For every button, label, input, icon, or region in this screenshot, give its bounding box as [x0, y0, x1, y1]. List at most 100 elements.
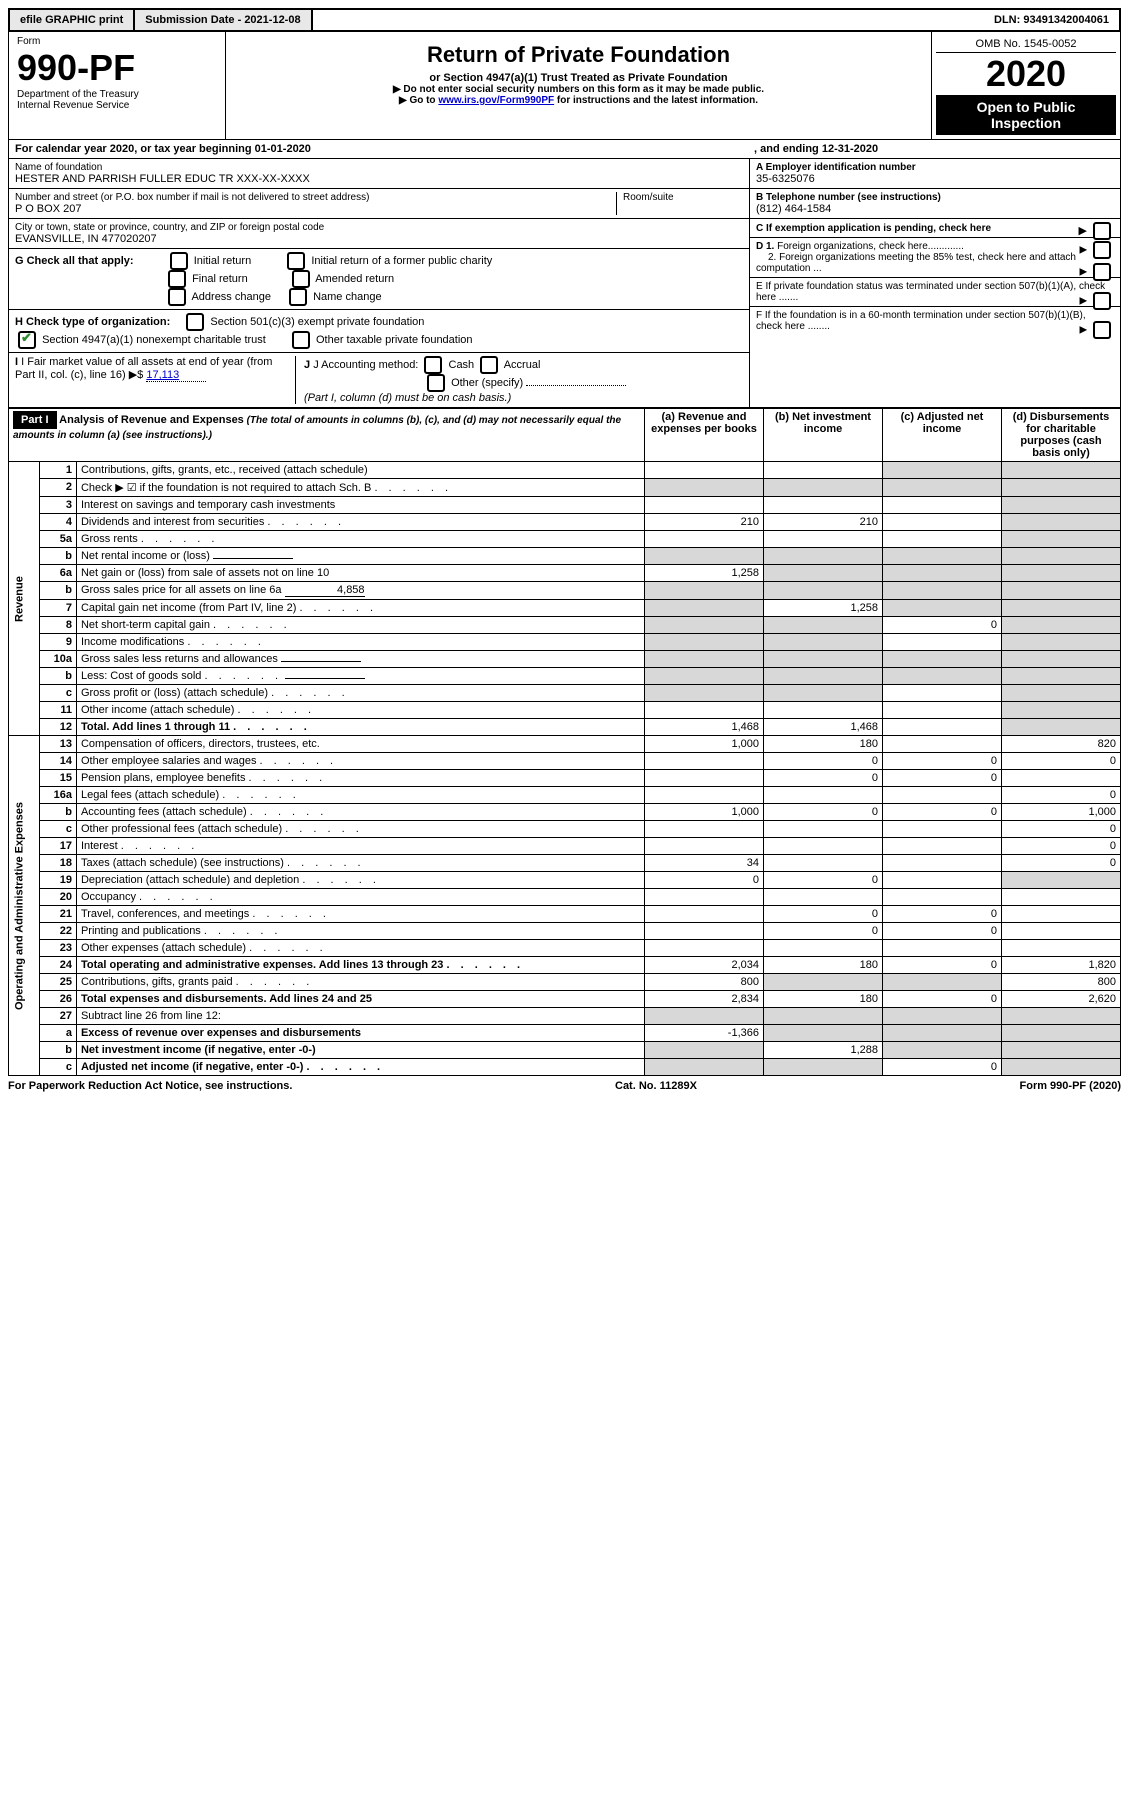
table-row: 17Interest . . . . . .0 [9, 838, 1121, 855]
table-row: aExcess of revenue over expenses and dis… [9, 1025, 1121, 1042]
table-row: 6aNet gain or (loss) from sale of assets… [9, 565, 1121, 582]
dln: DLN: 93491342004061 [984, 10, 1119, 30]
form-header: Form 990-PF Department of the Treasury I… [8, 32, 1121, 140]
period-row: For calendar year 2020, or tax year begi… [8, 140, 1121, 159]
omb-number: OMB No. 1545-0052 [936, 36, 1116, 53]
table-row: cOther professional fees (attach schedul… [9, 821, 1121, 838]
part1-table: Part I Analysis of Revenue and Expenses … [8, 408, 1121, 1076]
table-row: 23Other expenses (attach schedule) . . .… [9, 940, 1121, 957]
table-row: 3Interest on savings and temporary cash … [9, 497, 1121, 514]
col-d-header: (d) Disbursements for charitable purpose… [1002, 409, 1121, 462]
table-row: bNet investment income (if negative, ent… [9, 1042, 1121, 1059]
section-label: Revenue [9, 462, 40, 736]
irs-label: Internal Revenue Service [17, 100, 217, 111]
open-to-public: Open to Public Inspection [936, 95, 1116, 135]
table-row: 2Check ▶ ☑ if the foundation is not requ… [9, 479, 1121, 497]
initial-former-checkbox[interactable] [287, 252, 305, 270]
table-row: bGross sales price for all assets on lin… [9, 582, 1121, 600]
name-change-checkbox[interactable] [289, 288, 307, 306]
room-label: Room/suite [623, 192, 743, 203]
table-row: 8Net short-term capital gain . . . . . .… [9, 617, 1121, 634]
period-end: , and ending 12-31-2020 [748, 140, 1120, 158]
table-row: 22Printing and publications . . . . . .0… [9, 923, 1121, 940]
irs-link[interactable]: www.irs.gov/Form990PF [438, 95, 554, 106]
e-checkbox[interactable] [1093, 292, 1111, 310]
city-label: City or town, state or province, country… [15, 222, 743, 233]
section-g: G Check all that apply: Initial return I… [9, 249, 749, 310]
foundation-name: HESTER AND PARRISH FULLER EDUC TR XXX-XX… [15, 173, 743, 185]
form-subtitle: or Section 4947(a)(1) Trust Treated as P… [232, 72, 925, 84]
ein-label: A Employer identification number [756, 162, 1114, 173]
c-checkbox[interactable] [1093, 222, 1111, 240]
name-label: Name of foundation [15, 162, 743, 173]
d1-checkbox[interactable] [1093, 241, 1111, 259]
table-row: cGross profit or (loss) (attach schedule… [9, 685, 1121, 702]
table-row: 5aGross rents . . . . . . [9, 531, 1121, 548]
city-state-zip: EVANSVILLE, IN 477020207 [15, 233, 743, 245]
table-row: 7Capital gain net income (from Part IV, … [9, 600, 1121, 617]
other-taxable-checkbox[interactable] [292, 331, 310, 349]
col-c-header: (c) Adjusted net income [883, 409, 1002, 462]
f-checkbox[interactable] [1093, 321, 1111, 339]
table-row: 9Income modifications . . . . . . [9, 634, 1121, 651]
other-method-checkbox[interactable] [427, 374, 445, 392]
tax-year: 2020 [936, 53, 1116, 95]
dept-treasury: Department of the Treasury [17, 89, 217, 100]
col-b-header: (b) Net investment income [764, 409, 883, 462]
4947-checkbox[interactable] [18, 331, 36, 349]
table-row: 15Pension plans, employee benefits . . .… [9, 770, 1121, 787]
address-change-checkbox[interactable] [168, 288, 186, 306]
col-a-header: (a) Revenue and expenses per books [645, 409, 764, 462]
phone-label: B Telephone number (see instructions) [756, 192, 1114, 203]
cash-checkbox[interactable] [424, 356, 442, 374]
phone-value: (812) 464-1584 [756, 203, 1114, 215]
ein-value: 35-6325076 [756, 173, 1114, 185]
final-return-checkbox[interactable] [168, 270, 186, 288]
fmv-link[interactable]: 17,113 [146, 369, 206, 382]
table-row: 20Occupancy . . . . . . [9, 889, 1121, 906]
table-row: 26Total expenses and disbursements. Add … [9, 991, 1121, 1008]
table-row: 21Travel, conferences, and meetings . . … [9, 906, 1121, 923]
submission-date: Submission Date - 2021-12-08 [135, 10, 312, 30]
section-label: Operating and Administrative Expenses [9, 736, 40, 1076]
table-row: 18Taxes (attach schedule) (see instructi… [9, 855, 1121, 872]
period-begin: For calendar year 2020, or tax year begi… [9, 140, 748, 158]
form-label: Form [17, 36, 217, 47]
table-row: 14Other employee salaries and wages . . … [9, 753, 1121, 770]
table-row: 16aLegal fees (attach schedule) . . . . … [9, 787, 1121, 804]
form-number: 990-PF [17, 47, 217, 89]
part1-label: Part I [13, 411, 57, 429]
info-block: Name of foundation HESTER AND PARRISH FU… [8, 159, 1121, 408]
footer: For Paperwork Reduction Act Notice, see … [8, 1076, 1121, 1096]
table-row: 11Other income (attach schedule) . . . .… [9, 702, 1121, 719]
accrual-checkbox[interactable] [480, 356, 498, 374]
section-i-j: I I Fair market value of all assets at e… [9, 353, 749, 407]
table-row: bAccounting fees (attach schedule) . . .… [9, 804, 1121, 821]
form-title: Return of Private Foundation [232, 42, 925, 68]
table-row: 10aGross sales less returns and allowanc… [9, 651, 1121, 668]
501c3-checkbox[interactable] [186, 313, 204, 331]
section-h: H Check type of organization: Section 50… [9, 310, 749, 353]
form-ref: Form 990-PF (2020) [1020, 1080, 1121, 1092]
addr-label: Number and street (or P.O. box number if… [15, 192, 616, 203]
amended-return-checkbox[interactable] [292, 270, 310, 288]
table-row: 19Depreciation (attach schedule) and dep… [9, 872, 1121, 889]
efile-label[interactable]: efile GRAPHIC print [10, 10, 135, 30]
c-label: C If exemption application is pending, c… [756, 223, 991, 234]
table-row: 12Total. Add lines 1 through 11 . . . . … [9, 719, 1121, 736]
initial-return-checkbox[interactable] [170, 252, 188, 270]
table-row: 25Contributions, gifts, grants paid . . … [9, 974, 1121, 991]
table-row: cAdjusted net income (if negative, enter… [9, 1059, 1121, 1076]
d2-checkbox[interactable] [1093, 263, 1111, 281]
note-goto: ▶ Go to www.irs.gov/Form990PF for instru… [232, 95, 925, 106]
table-row: 27Subtract line 26 from line 12: [9, 1008, 1121, 1025]
table-row: 4Dividends and interest from securities … [9, 514, 1121, 531]
paperwork-notice: For Paperwork Reduction Act Notice, see … [8, 1080, 292, 1092]
table-row: Revenue1Contributions, gifts, grants, et… [9, 462, 1121, 479]
table-row: bNet rental income or (loss) [9, 548, 1121, 565]
note-ssn: ▶ Do not enter social security numbers o… [232, 84, 925, 95]
table-row: bLess: Cost of goods sold . . . . . . [9, 668, 1121, 685]
top-bar: efile GRAPHIC print Submission Date - 20… [8, 8, 1121, 32]
cat-no: Cat. No. 11289X [615, 1080, 697, 1092]
table-row: Operating and Administrative Expenses13C… [9, 736, 1121, 753]
